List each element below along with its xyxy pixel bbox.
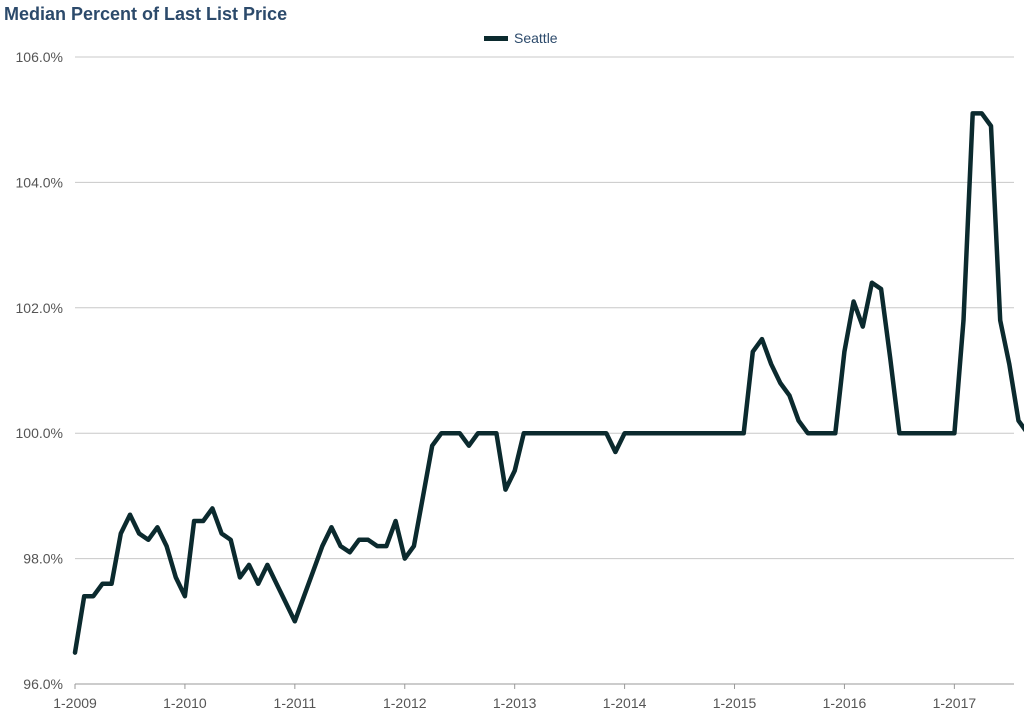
y-tick-label: 106.0%	[16, 49, 63, 65]
series-line-seattle	[72, 111, 1024, 655]
y-tick-label: 98.0%	[23, 551, 63, 567]
x-tick-label: 1-2011	[274, 695, 317, 711]
y-tick-label: 96.0%	[23, 676, 63, 692]
legend-label-seattle: Seattle	[514, 30, 558, 46]
x-tick-label: 1-2009	[53, 695, 97, 711]
legend: Seattle	[484, 30, 558, 46]
legend-swatch-seattle	[484, 35, 508, 41]
x-tick-label: 1-2013	[493, 695, 537, 711]
x-tick-label: 1-2012	[383, 695, 427, 711]
x-tick-label: 1-2017	[933, 695, 977, 711]
x-tick-label: 1-2016	[823, 695, 867, 711]
x-tick-label: 1-2015	[713, 695, 757, 711]
x-tick-label: 1-2010	[163, 695, 207, 711]
chart-title: Median Percent of Last List Price	[4, 4, 288, 24]
y-tick-label: 100.0%	[16, 425, 63, 441]
y-tick-label: 102.0%	[16, 300, 63, 316]
y-tick-label: 104.0%	[16, 174, 63, 190]
x-tick-label: 1-2014	[603, 695, 647, 711]
